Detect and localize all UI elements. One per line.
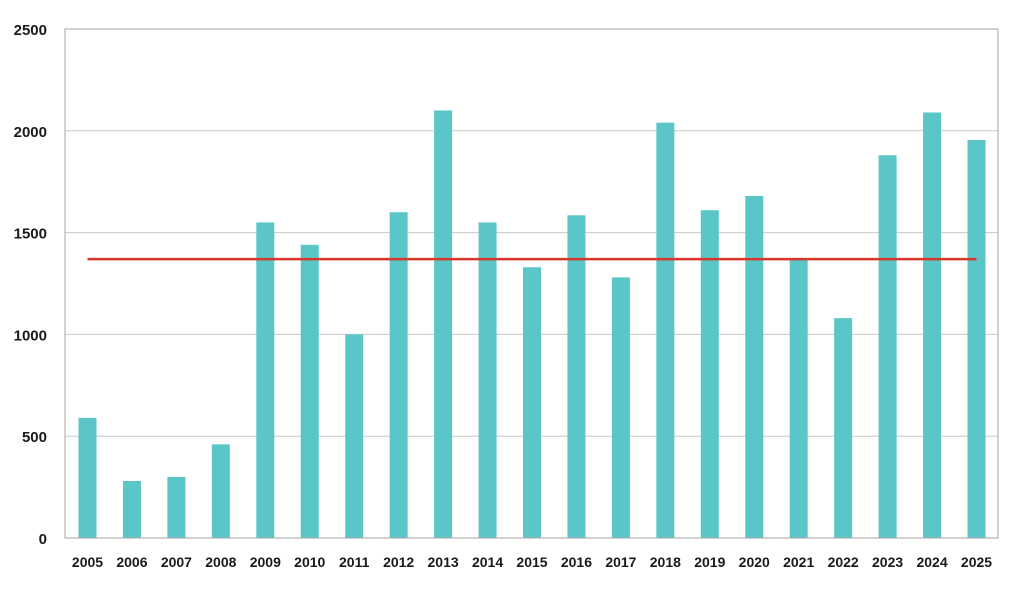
x-axis-tick-labels: 2005 2006 2007 2008 2009 2010 2011 2012 2013 2014… — [72, 554, 992, 570]
bars — [78, 110, 986, 539]
x-tick-label-2022: 2022 — [828, 554, 859, 570]
bar-2016 — [567, 215, 586, 538]
x-tick-label-2018: 2018 — [650, 554, 681, 570]
x-tick-label-2009: 2009 — [250, 554, 281, 570]
y-tick-label-1000: 1000 — [14, 327, 47, 344]
y-tick-label-1500: 1500 — [14, 226, 47, 243]
y-tick-label-2500: 2500 — [14, 22, 47, 39]
x-tick-label-2020: 2020 — [739, 554, 770, 570]
bar-2013 — [434, 110, 453, 538]
bar-2011 — [345, 334, 364, 538]
y-tick-label-2000: 2000 — [14, 124, 47, 141]
x-tick-label-2007: 2007 — [161, 554, 192, 570]
bar-2024 — [923, 112, 942, 538]
x-tick-label-2015: 2015 — [516, 554, 547, 570]
x-tick-label-2011: 2011 — [339, 554, 370, 570]
bar-2006 — [122, 480, 141, 538]
plot-frame — [64, 28, 999, 539]
plot-border — [64, 28, 999, 539]
y-axis-tick-labels: 0 500 1000 1500 2000 2500 — [14, 22, 47, 548]
bar-2010 — [300, 244, 319, 539]
x-tick-label-2014: 2014 — [472, 554, 503, 570]
bar-2014 — [478, 222, 497, 539]
x-tick-label-2010: 2010 — [294, 554, 325, 570]
x-tick-label-2017: 2017 — [605, 554, 636, 570]
x-tick-label-2006: 2006 — [116, 554, 147, 570]
bar-2005 — [78, 417, 97, 538]
bar-2022 — [834, 318, 853, 538]
bar-2012 — [389, 212, 408, 539]
x-tick-label-2023: 2023 — [872, 554, 903, 570]
bar-2021 — [789, 259, 808, 538]
bar-2019 — [700, 210, 719, 539]
x-tick-label-2016: 2016 — [561, 554, 592, 570]
bar-2007 — [167, 476, 186, 538]
x-tick-label-2024: 2024 — [916, 554, 947, 570]
y-tick-label-500: 500 — [22, 429, 47, 446]
x-tick-label-2025: 2025 — [961, 554, 992, 570]
y-tick-label-0: 0 — [39, 531, 47, 548]
x-tick-label-2019: 2019 — [694, 554, 725, 570]
bar-2025 — [967, 139, 986, 538]
x-tick-label-2008: 2008 — [205, 554, 236, 570]
bar-2017 — [611, 277, 630, 538]
bar-2008 — [211, 444, 230, 538]
x-tick-label-2012: 2012 — [383, 554, 414, 570]
bar-2015 — [523, 267, 541, 538]
x-tick-label-2005: 2005 — [72, 554, 103, 570]
bar-2018 — [656, 122, 675, 538]
bar-2020 — [745, 195, 764, 538]
bar-2023 — [878, 155, 897, 538]
x-tick-label-2021: 2021 — [783, 554, 814, 570]
bar-2009 — [256, 222, 275, 539]
x-tick-label-2013: 2013 — [428, 554, 459, 570]
